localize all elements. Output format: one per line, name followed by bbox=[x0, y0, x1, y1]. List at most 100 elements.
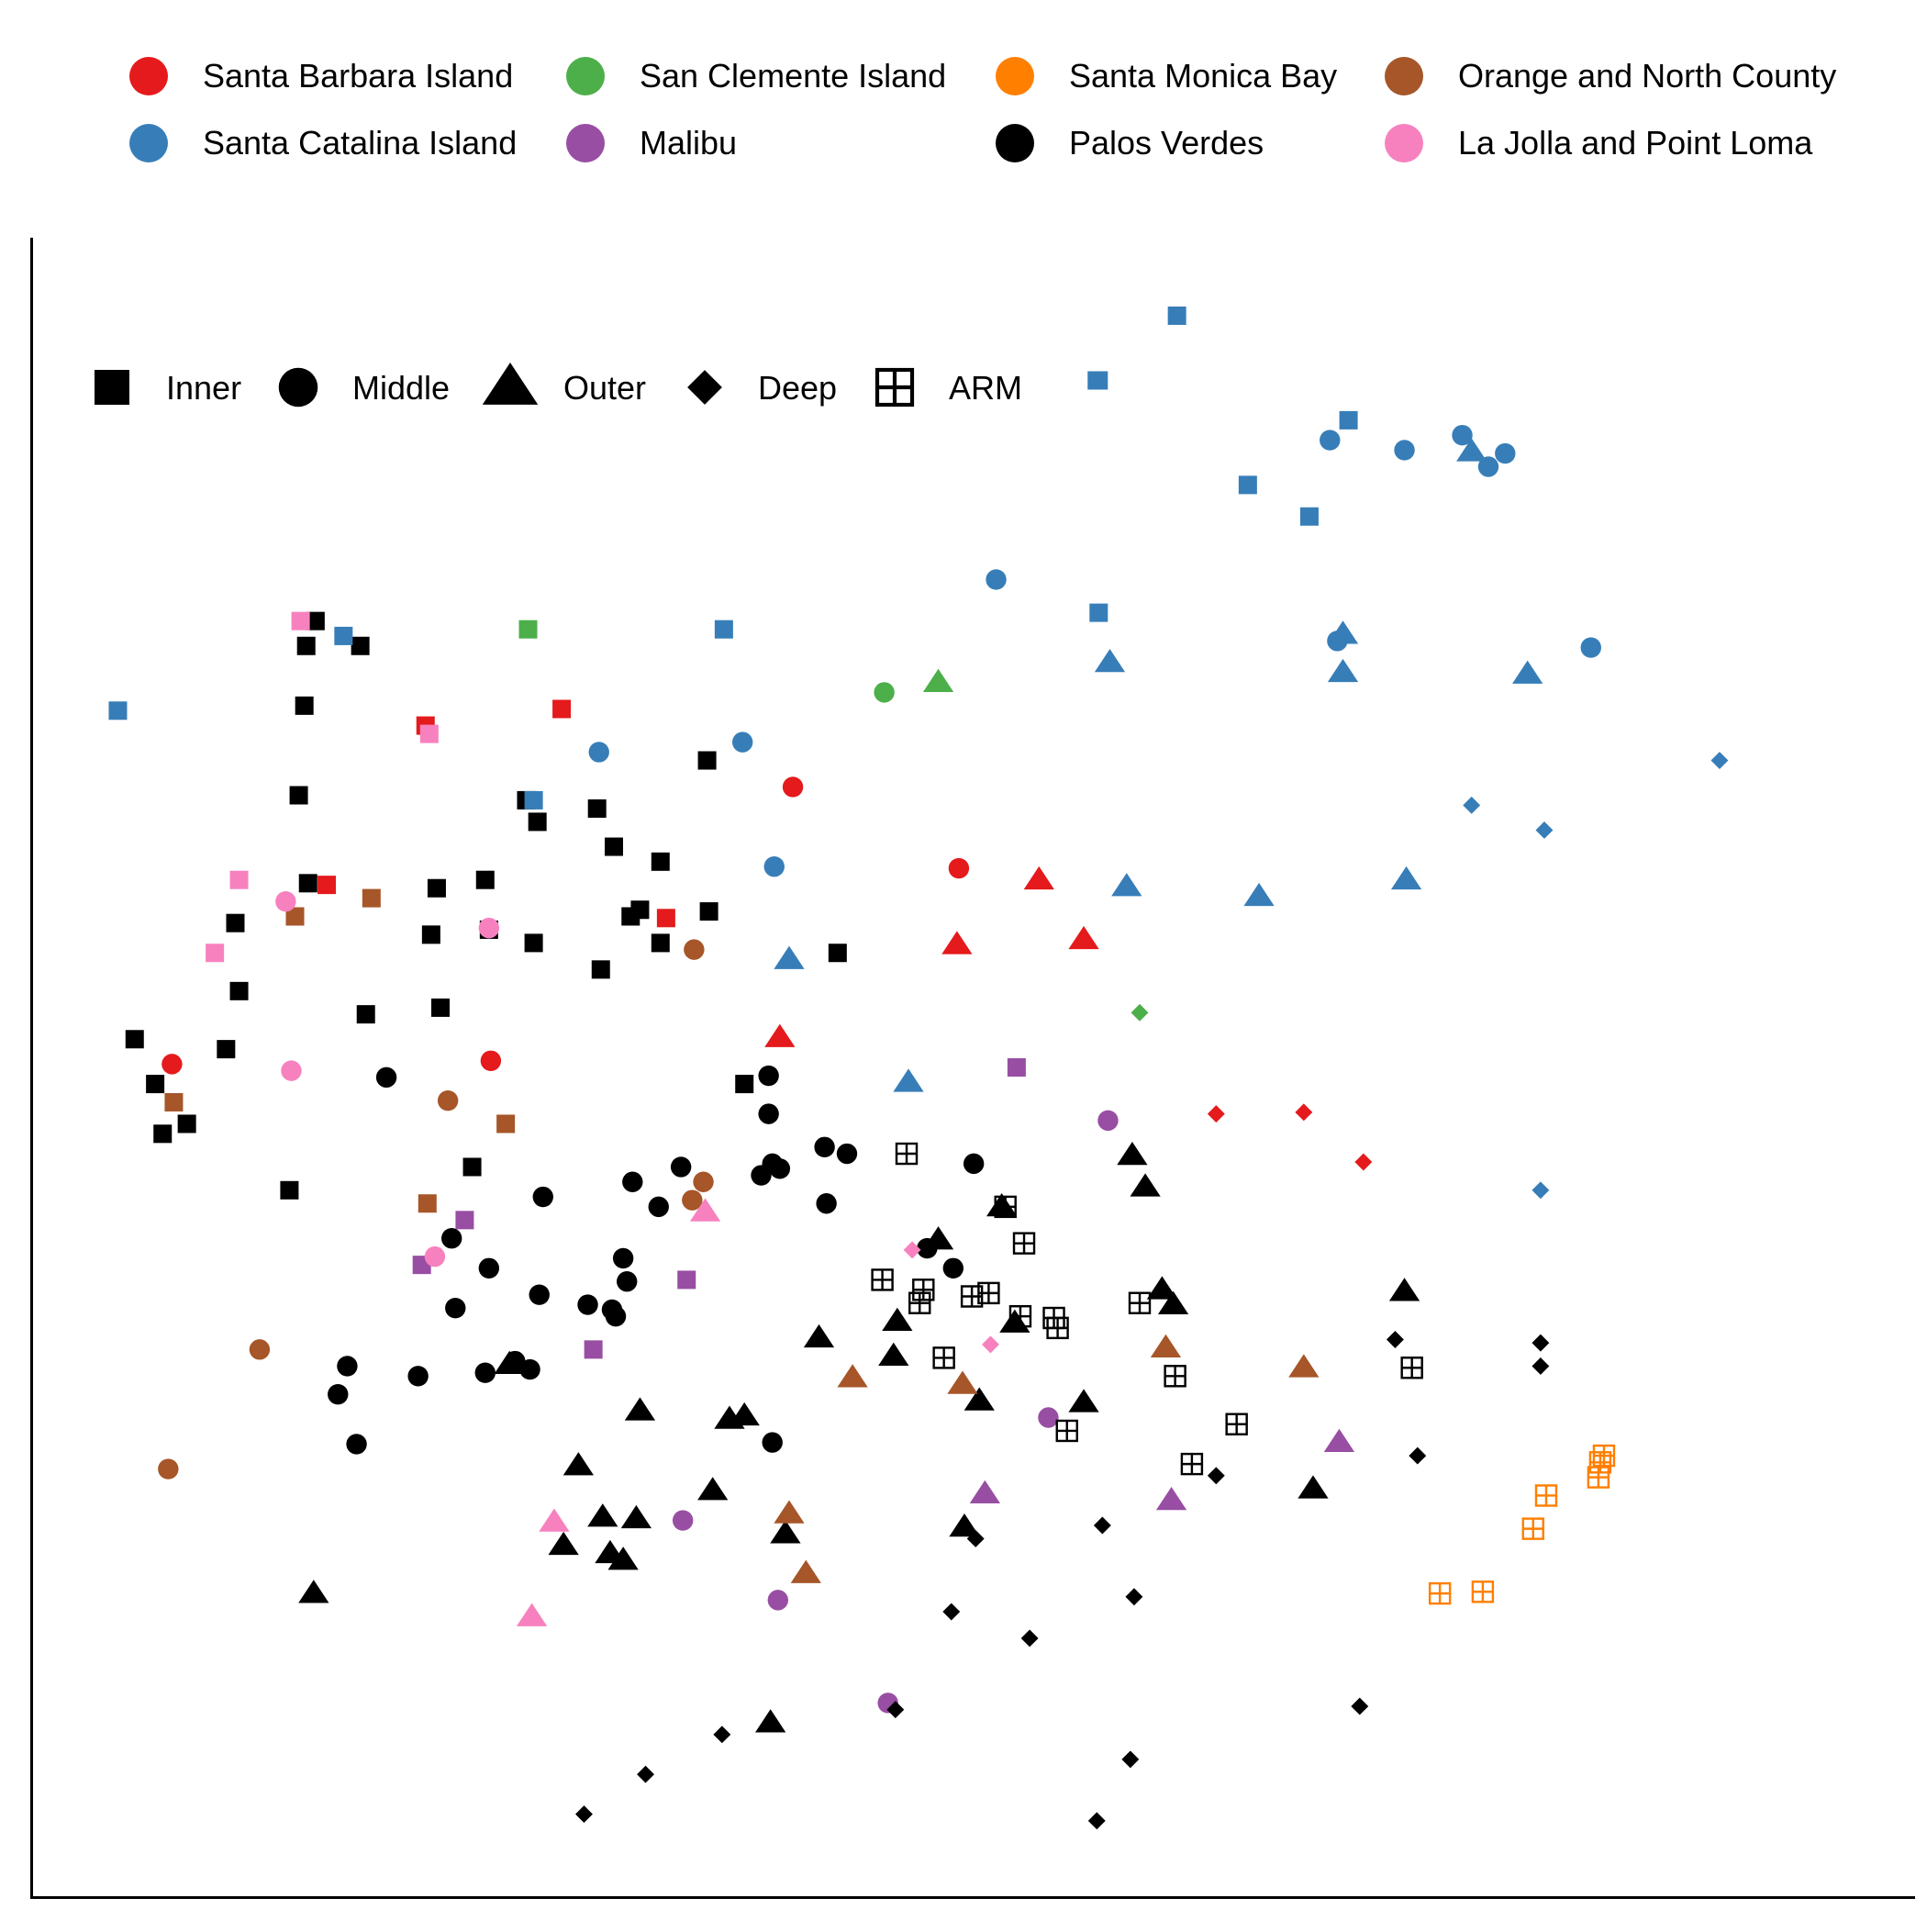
data-point bbox=[108, 701, 128, 720]
data-point bbox=[697, 1477, 729, 1501]
data-point bbox=[964, 1387, 995, 1411]
data-point bbox=[764, 1023, 796, 1047]
data-point bbox=[1710, 752, 1729, 769]
data-point bbox=[474, 1362, 496, 1383]
data-point bbox=[1128, 1291, 1152, 1314]
data-point bbox=[575, 1805, 593, 1824]
data-point bbox=[617, 1271, 638, 1292]
data-point bbox=[478, 917, 500, 939]
data-point bbox=[942, 1603, 961, 1621]
data-point bbox=[882, 1307, 913, 1332]
legend-label: Santa Catalina Island bbox=[203, 124, 517, 162]
data-point bbox=[478, 1257, 500, 1279]
data-point bbox=[1388, 1278, 1420, 1301]
data-point bbox=[1327, 620, 1359, 644]
data-point bbox=[1288, 1354, 1320, 1378]
data-point bbox=[713, 1725, 731, 1744]
data-point bbox=[298, 1580, 329, 1603]
data-point bbox=[1097, 1110, 1119, 1132]
data-point bbox=[607, 1547, 639, 1570]
data-point bbox=[969, 1480, 1000, 1504]
data-point bbox=[1295, 1103, 1313, 1122]
data-point bbox=[1495, 442, 1516, 464]
color-legend: Santa Barbara Island Santa Catalina Islan… bbox=[129, 57, 1836, 162]
data-point bbox=[1008, 1304, 1032, 1328]
data-point bbox=[1094, 648, 1126, 673]
data-point bbox=[1167, 306, 1186, 325]
data-point bbox=[528, 812, 547, 832]
data-point bbox=[886, 1701, 905, 1719]
data-point bbox=[588, 742, 609, 763]
data-point bbox=[770, 1520, 801, 1544]
data-point bbox=[1117, 1141, 1148, 1166]
data-point bbox=[351, 636, 370, 655]
data-point bbox=[164, 1092, 184, 1111]
data-point bbox=[591, 960, 610, 979]
data-point bbox=[1339, 410, 1358, 430]
data-point bbox=[1155, 1487, 1187, 1511]
data-point bbox=[1456, 438, 1487, 462]
data-point bbox=[651, 933, 670, 953]
data-point bbox=[620, 1504, 652, 1529]
data-point bbox=[153, 1124, 173, 1144]
data-point bbox=[670, 1156, 692, 1178]
legend-swatch bbox=[1385, 124, 1423, 162]
data-point bbox=[552, 699, 572, 719]
color-legend-item: San Clemente Island bbox=[566, 57, 946, 95]
data-point bbox=[1409, 1446, 1427, 1465]
legend-label: Palos Verdes bbox=[1069, 124, 1264, 162]
data-point bbox=[682, 1189, 703, 1211]
data-point bbox=[767, 1590, 788, 1611]
legend-swatch bbox=[566, 57, 605, 95]
data-point bbox=[1093, 1516, 1111, 1535]
points-layer bbox=[108, 306, 1729, 1830]
data-point bbox=[1386, 1331, 1404, 1348]
legend-label: Outer bbox=[563, 369, 646, 407]
data-point bbox=[986, 1193, 1018, 1217]
data-point bbox=[755, 1709, 786, 1733]
data-point bbox=[605, 1306, 627, 1327]
data-point bbox=[1452, 424, 1473, 446]
data-point bbox=[1157, 1290, 1189, 1314]
data-point bbox=[1238, 475, 1257, 495]
data-point bbox=[524, 933, 543, 953]
data-point bbox=[612, 1247, 634, 1269]
data-point bbox=[441, 1228, 462, 1249]
shape-legend-item: Middle bbox=[278, 367, 450, 408]
color-legend-item: Santa Catalina Island bbox=[129, 124, 517, 162]
data-point bbox=[1023, 865, 1054, 890]
data-point bbox=[427, 878, 446, 898]
data-point bbox=[693, 1171, 714, 1192]
data-point bbox=[994, 1195, 1017, 1219]
data-point bbox=[648, 1196, 669, 1218]
data-point bbox=[1243, 882, 1275, 907]
data-point bbox=[285, 907, 305, 926]
data-point bbox=[758, 1065, 779, 1087]
legend-swatch bbox=[1385, 57, 1423, 95]
data-point bbox=[1320, 430, 1341, 451]
legend-label: Deep bbox=[758, 369, 837, 407]
data-point bbox=[622, 1171, 643, 1192]
data-point bbox=[871, 1268, 894, 1291]
data-point bbox=[291, 611, 310, 631]
data-point bbox=[306, 611, 325, 631]
data-point bbox=[878, 1342, 909, 1366]
data-point bbox=[963, 1153, 985, 1175]
data-point bbox=[912, 1279, 935, 1301]
data-point bbox=[328, 1383, 349, 1405]
data-point bbox=[672, 1510, 694, 1531]
data-point bbox=[1180, 1452, 1204, 1476]
legend-swatch bbox=[566, 124, 605, 162]
data-point bbox=[1521, 1517, 1544, 1540]
data-point bbox=[977, 1281, 1000, 1305]
data-point bbox=[1327, 658, 1359, 683]
data-point bbox=[731, 731, 753, 753]
legend-label: Malibu bbox=[640, 124, 737, 162]
data-point bbox=[584, 1340, 603, 1359]
data-point bbox=[1394, 440, 1415, 461]
data-point bbox=[462, 1157, 482, 1177]
data-point bbox=[1400, 1357, 1423, 1379]
data-point bbox=[162, 1054, 183, 1075]
